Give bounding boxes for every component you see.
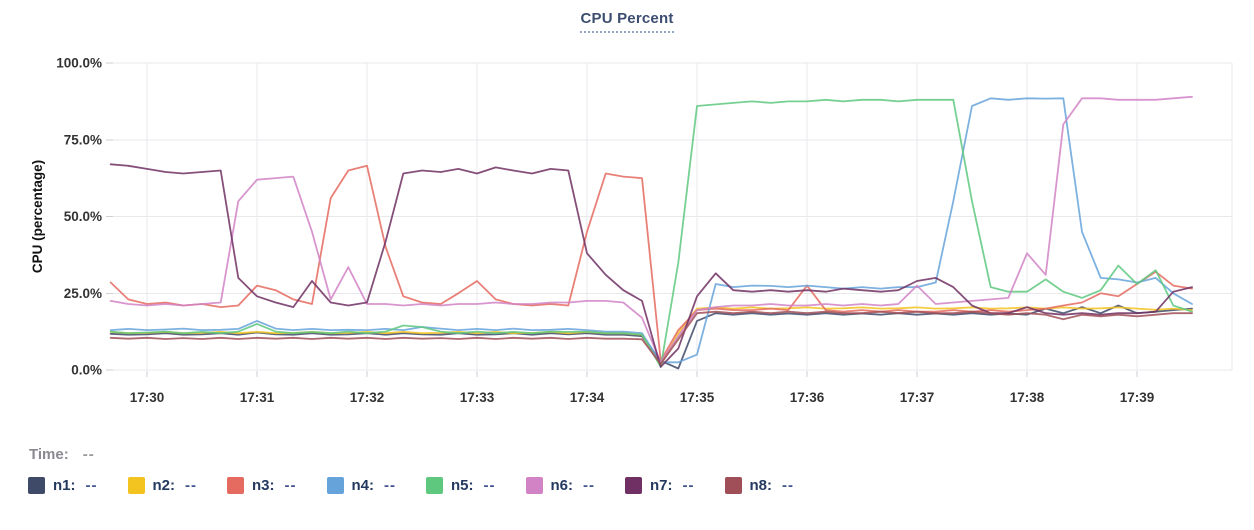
legend-value: -- [682,477,695,494]
legend-value: -- [483,477,496,494]
chart-title-row: CPU Percent [0,10,1254,33]
x-tick-label: 17:38 [1010,390,1045,405]
y-tick-label: 75.0% [64,132,102,147]
y-tick-label: 0.0% [71,363,102,378]
legend-label: n3: [252,477,275,494]
time-label: Time: [29,446,69,463]
x-tick-label: 17:36 [790,390,825,405]
series-lines [109,95,1193,370]
chart-title[interactable]: CPU Percent [580,10,674,33]
x-tick-label: 17:32 [350,390,385,405]
time-readout: Time: -- [29,446,95,463]
legend-value: -- [384,477,396,494]
legend-label: n7: [650,477,673,494]
legend-item-n2[interactable]: n2: -- [127,477,198,494]
legend-item-n7[interactable]: n7: -- [625,477,695,494]
legend-value: -- [583,477,595,494]
series-line-n6[interactable] [109,95,1193,364]
y-tick-label: 25.0% [64,286,102,301]
legend-swatch-n5 [426,477,443,494]
series-line-n7[interactable] [109,163,1193,368]
y-tick-label: 100.0% [56,56,102,71]
y-axis-title: CPU (percentage) [30,160,45,273]
legend-item-n6[interactable]: n6: -- [525,477,596,494]
time-value: -- [82,446,95,463]
legend-item-n4[interactable]: n4: -- [326,477,397,494]
legend-label: n4: [351,477,375,494]
legend-value: -- [85,477,98,494]
legend-item-n8[interactable]: n8: -- [724,477,795,494]
legend-swatch-n2 [127,477,145,494]
legend-swatch-n1 [28,477,45,494]
legend-label: n8: [749,477,773,494]
grid-lines [113,62,1233,371]
legend-swatch-n3 [227,477,244,494]
legend-label: n5: [451,477,474,494]
x-tick-label: 17:35 [680,390,715,405]
series-line-n4[interactable] [109,97,1193,364]
legend-value: -- [284,477,297,494]
legend-item-n5[interactable]: n5: -- [426,477,496,494]
series-line-n8[interactable] [109,310,1193,365]
x-tick-label: 17:39 [1120,390,1155,405]
legend-label: n2: [152,477,176,494]
x-tick-label: 17:33 [460,390,495,405]
axis-ticks [106,62,1138,377]
x-tick-label: 17:31 [240,390,275,405]
legend-item-n3[interactable]: n3: -- [227,477,297,494]
legend-swatch-n6 [525,477,543,494]
cpu-percent-chart[interactable]: 0.0% 25.0% 50.0% 75.0% 100.0% 17:30 17:31 17:32… [0,0,1254,425]
legend-swatch-n7 [625,477,642,494]
legend-label: n6: [550,477,574,494]
x-tick-label: 17:30 [130,390,165,405]
legend-value: -- [185,477,197,494]
legend-value: -- [782,477,794,494]
legend: n1: -- n2: -- n3: -- n4: -- n5: -- n6: -- n7: -- n8: -- [28,477,824,494]
y-axis-labels: 0.0% 25.0% 50.0% 75.0% 100.0% [56,56,102,378]
y-tick-label: 50.0% [64,209,102,224]
legend-label: n1: [53,477,76,494]
x-tick-label: 17:37 [900,390,935,405]
legend-item-n1[interactable]: n1: -- [28,477,98,494]
legend-swatch-n4 [326,477,344,494]
legend-swatch-n8 [724,477,742,494]
x-tick-label: 17:34 [570,390,605,405]
x-axis-labels: 17:30 17:31 17:32 17:33 17:34 17:35 17:36 17:37… [130,390,1155,405]
